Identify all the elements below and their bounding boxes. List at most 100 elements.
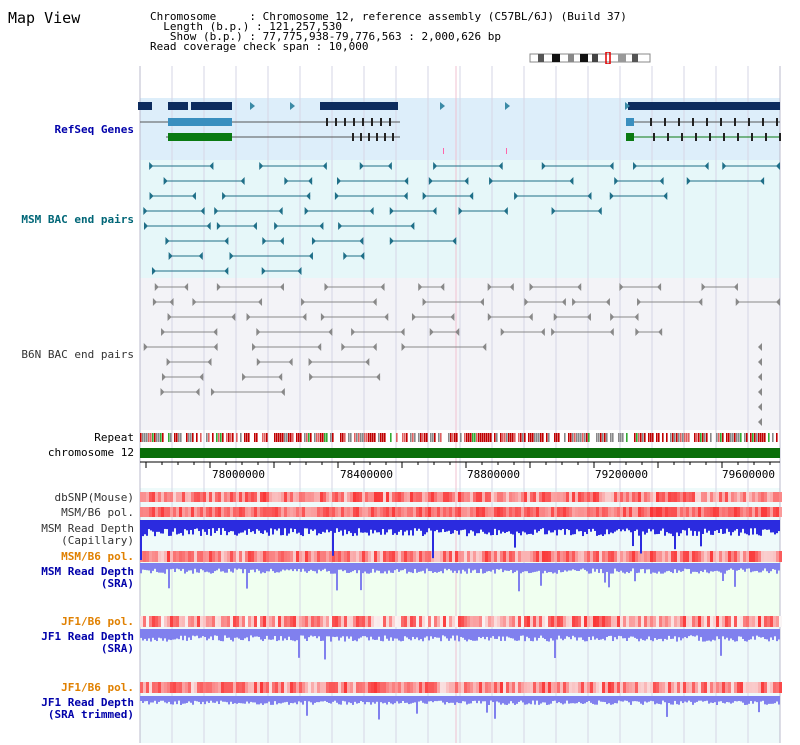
track-label-jf1-b6-pol-2[interactable]: JF1/B6 pol. — [61, 681, 134, 694]
depth-bar — [434, 696, 436, 702]
depth-bar — [726, 520, 728, 529]
track-label-jf1-depth-sra[interactable]: JF1 Read Depth — [41, 630, 134, 643]
depth-bar — [570, 563, 572, 571]
pol-cell — [167, 616, 170, 627]
depth-bar — [760, 563, 762, 573]
depth-bar — [166, 520, 168, 530]
pol-cell — [623, 616, 626, 627]
pol-cell — [395, 492, 398, 502]
depth-bar — [622, 520, 624, 530]
track-label-jf1-depth-trim[interactable]: JF1 Read Depth — [41, 696, 134, 709]
depth-bar — [778, 629, 780, 640]
depth-bar — [382, 696, 384, 704]
pol-cell — [224, 507, 227, 517]
track-label-b6n-bac[interactable]: B6N BAC end pairs — [21, 348, 134, 361]
pol-cell — [266, 551, 269, 562]
repeat-segment — [704, 433, 706, 442]
pol-cell — [656, 551, 659, 562]
depth-bar — [452, 696, 454, 703]
pol-cell — [566, 616, 569, 627]
bac-end — [274, 222, 279, 230]
bac-end — [216, 222, 221, 230]
repeat-segment — [286, 433, 288, 442]
depth-bar — [308, 563, 310, 572]
depth-bar — [670, 563, 672, 572]
pol-cell — [146, 492, 149, 502]
pol-cell — [371, 507, 374, 517]
depth-bar — [410, 629, 412, 641]
pol-cell — [194, 551, 197, 562]
depth-bar — [160, 563, 162, 573]
depth-bar — [776, 696, 778, 702]
pol-cell — [725, 616, 728, 627]
depth-bar — [232, 520, 234, 532]
depth-bar — [218, 563, 220, 569]
track-label-repeat[interactable]: Repeat — [94, 431, 134, 444]
pol-cell — [317, 682, 320, 693]
bac-end — [758, 388, 762, 396]
depth-bar — [594, 520, 596, 531]
depth-bar — [590, 629, 592, 641]
track-label-msm-depth-sra[interactable]: MSM Read Depth — [41, 565, 134, 578]
chromosome-ideogram[interactable] — [528, 52, 654, 64]
pol-cell — [239, 616, 242, 627]
pol-cell — [635, 616, 638, 627]
track-label-dbsnp[interactable]: dbSNP(Mouse) — [54, 491, 134, 504]
depth-bar — [228, 520, 230, 533]
depth-bar — [600, 520, 602, 535]
pol-cell — [488, 492, 491, 502]
pol-cell — [758, 616, 761, 627]
bac-end — [213, 328, 218, 336]
pol-cell — [647, 551, 650, 562]
pol-cell — [686, 682, 689, 693]
track-label-msm-b6-pol-2[interactable]: MSM/B6 pol. — [61, 550, 134, 563]
depth-bar — [668, 520, 670, 534]
track-label-msm-depth-cap[interactable]: MSM Read Depth — [41, 522, 134, 535]
depth-bar — [730, 629, 732, 639]
pol-cell — [764, 616, 767, 627]
pol-cell — [431, 616, 434, 627]
pol-cell — [689, 616, 692, 627]
depth-bar — [744, 696, 746, 705]
pol-cell — [524, 616, 527, 627]
pol-cell — [341, 616, 344, 627]
track-label-jf1-b6-pol-1[interactable]: JF1/B6 pol. — [61, 615, 134, 628]
pol-cell — [497, 682, 500, 693]
pol-cell — [440, 507, 443, 517]
depth-bar — [522, 629, 524, 636]
pol-cell — [509, 507, 512, 517]
track-label-msm-bac[interactable]: MSM BAC end pairs — [21, 213, 134, 226]
depth-bar — [438, 520, 440, 533]
pol-cell — [257, 507, 260, 517]
repeat-segment — [264, 433, 266, 442]
depth-bar — [672, 696, 674, 705]
pol-cell — [611, 492, 614, 502]
bac-end — [479, 298, 484, 306]
pol-cell — [173, 492, 176, 502]
track-label-chromosome[interactable]: chromosome 12 — [47, 446, 134, 459]
exon — [344, 118, 346, 126]
depth-bar — [556, 520, 558, 536]
repeat-segment — [190, 433, 192, 442]
depth-bar — [220, 563, 222, 572]
depth-bar — [594, 629, 596, 640]
track-label-refseq[interactable]: RefSeq Genes — [54, 123, 134, 136]
pol-cell — [242, 507, 245, 517]
depth-bar — [644, 696, 646, 702]
depth-bar — [282, 520, 284, 536]
repeat-segment — [586, 433, 588, 442]
depth-bar — [438, 629, 440, 638]
depth-bar — [538, 696, 540, 705]
pol-cell — [242, 616, 245, 627]
exon — [352, 133, 354, 141]
depth-bar — [750, 563, 752, 573]
depth-bar — [478, 563, 480, 574]
pol-cell — [218, 682, 221, 693]
depth-bar — [286, 563, 288, 570]
depth-bar — [262, 520, 264, 534]
pol-cell — [200, 492, 203, 502]
pol-cell — [476, 551, 479, 562]
track-label-msm-b6-pol-1[interactable]: MSM/B6 pol. — [61, 506, 134, 519]
pol-cell — [293, 616, 296, 627]
